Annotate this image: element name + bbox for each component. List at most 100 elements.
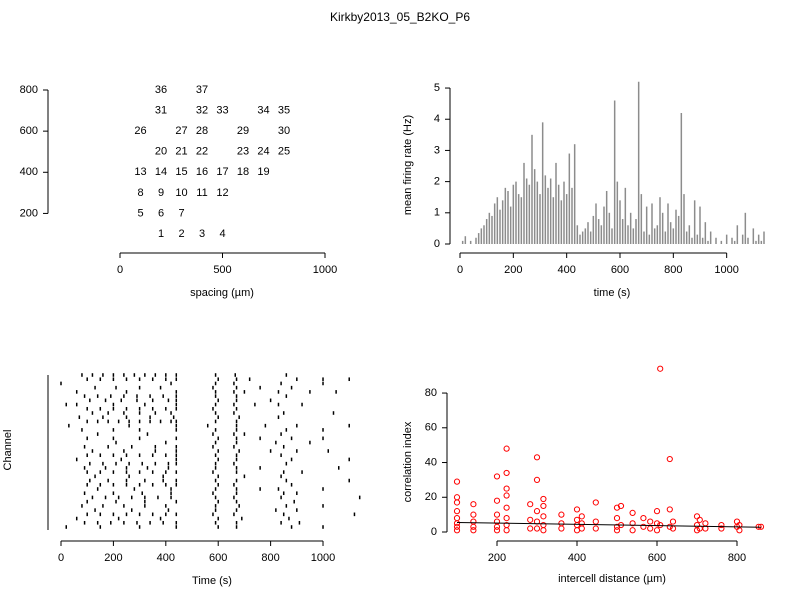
x-axis-label: Time (s) (192, 575, 232, 587)
x-axis-label: time (s) (594, 287, 631, 299)
point (736, 527, 743, 534)
point (453, 527, 461, 534)
y-tick-label: 5 (434, 82, 440, 94)
electrode-label: 33 (216, 104, 228, 116)
y-tick-label: 400 (20, 166, 38, 178)
point (592, 518, 599, 525)
point (696, 516, 703, 523)
figure-title: Kirkby2013_05_B2KO_P6 (330, 10, 470, 24)
point (540, 521, 547, 529)
point (558, 511, 565, 518)
y-tick-label: 3 (434, 144, 440, 156)
point (503, 504, 510, 511)
electrode-label: 31 (155, 104, 167, 116)
point (453, 508, 461, 515)
point (592, 525, 599, 532)
electrode-label: 16 (196, 166, 208, 178)
point (493, 497, 501, 504)
electrode-label: 26 (134, 125, 146, 137)
point (540, 527, 547, 534)
point (533, 476, 541, 483)
x-tick-label: 1000 (714, 264, 738, 276)
x-tick-label: 500 (213, 264, 231, 276)
point (453, 499, 461, 506)
y-tick-label: 80 (425, 387, 437, 399)
point (493, 523, 501, 530)
point (533, 525, 541, 532)
point (629, 527, 636, 534)
y-tick-label: 20 (425, 491, 437, 503)
x-tick-label: 200 (488, 552, 506, 564)
point (573, 516, 581, 523)
point (540, 513, 547, 520)
electrode-label: 20 (155, 146, 167, 158)
electrode-label: 21 (175, 146, 187, 158)
point (540, 502, 547, 510)
point (527, 516, 534, 523)
point (613, 527, 621, 534)
point (503, 485, 510, 492)
point (453, 523, 461, 530)
point (617, 502, 625, 510)
electrode-label: 22 (196, 146, 208, 158)
point (470, 523, 477, 530)
point (533, 454, 541, 461)
electrode-label: 15 (175, 166, 187, 178)
electrode-label: 11 (196, 187, 207, 199)
point (527, 501, 534, 508)
electrode-label: 23 (237, 146, 249, 158)
electrode-label: 27 (175, 125, 187, 137)
electrode-label: 12 (216, 187, 228, 199)
electrode-label: 18 (237, 166, 249, 178)
x-tick-label: 0 (457, 264, 463, 276)
electrode-label: 17 (216, 166, 228, 178)
electrode-label: 2 (178, 228, 184, 240)
electrode-label: 14 (155, 166, 167, 178)
point (470, 518, 477, 525)
electrode-label: 35 (278, 104, 290, 116)
y-tick-label: 0 (434, 238, 440, 250)
electrode-label: 9 (158, 187, 164, 199)
point (503, 445, 510, 452)
point (693, 521, 701, 529)
point (647, 525, 654, 532)
point (453, 478, 461, 485)
y-tick-label: 60 (425, 422, 437, 434)
electrode-label: 4 (219, 228, 225, 240)
y-axis-label: correlation index (402, 421, 414, 502)
electrode-label: 34 (257, 104, 269, 116)
point (693, 513, 701, 520)
x-tick-label: 800 (261, 552, 279, 564)
x-tick-label: 400 (568, 552, 586, 564)
point (470, 511, 477, 518)
point (503, 492, 510, 499)
x-axis-label: spacing (µm) (190, 287, 254, 299)
electrode-label: 6 (158, 207, 164, 219)
y-tick-label: 600 (20, 125, 38, 137)
y-tick-label: 40 (425, 456, 437, 468)
electrode-label: 19 (257, 166, 269, 178)
x-tick-label: 400 (157, 552, 175, 564)
electrode-label: 8 (137, 187, 143, 199)
point (540, 495, 547, 503)
point (666, 455, 673, 463)
point (629, 509, 636, 516)
x-tick-label: 600 (209, 552, 227, 564)
x-axis-label: intercell distance (µm) (558, 573, 666, 585)
point (533, 508, 541, 515)
point (558, 520, 565, 527)
electrode-label: 5 (137, 207, 143, 219)
x-tick-label: 600 (648, 552, 666, 564)
x-tick-label: 1000 (313, 264, 337, 276)
point (503, 515, 510, 522)
point (718, 521, 725, 529)
x-tick-label: 800 (664, 264, 682, 276)
point (669, 518, 677, 525)
y-tick-label: 200 (20, 207, 38, 219)
electrode-label: 25 (278, 146, 290, 158)
x-tick-label: 200 (504, 264, 522, 276)
x-tick-label: 400 (557, 264, 575, 276)
y-tick-label: 800 (20, 84, 38, 96)
point (653, 508, 661, 515)
